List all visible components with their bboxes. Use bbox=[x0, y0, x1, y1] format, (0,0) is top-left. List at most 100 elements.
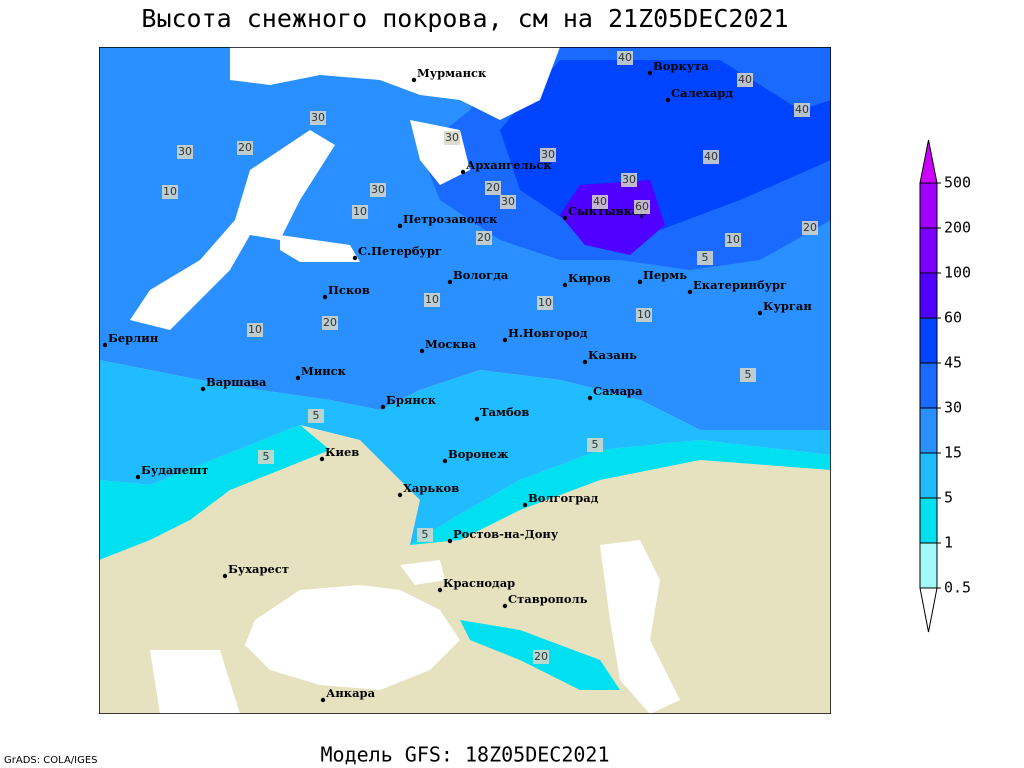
contour-label: 20 bbox=[486, 181, 500, 194]
city-dot bbox=[442, 458, 448, 464]
city-label: Харьков bbox=[403, 481, 459, 495]
city-dot bbox=[322, 294, 328, 300]
city-label: Анкара bbox=[326, 686, 376, 700]
colorbar-segment bbox=[919, 587, 938, 633]
contour-label: 5 bbox=[422, 528, 429, 541]
contour-label-bg bbox=[444, 131, 460, 145]
contour-label-bg bbox=[802, 221, 818, 235]
city-label: Ростов-на-Дону bbox=[453, 527, 559, 541]
caspian-sea bbox=[600, 540, 680, 714]
contour-label: 10 bbox=[538, 296, 552, 309]
contour-label-bg bbox=[703, 150, 719, 164]
snow-5-15 bbox=[99, 360, 831, 545]
contour-label: 30 bbox=[541, 148, 555, 161]
azov-sea bbox=[400, 560, 445, 585]
contour-label: 30 bbox=[371, 183, 385, 196]
city-dot bbox=[582, 359, 588, 365]
contour-label: 20 bbox=[534, 650, 548, 663]
city-label: Воркута bbox=[653, 59, 709, 73]
contour-label-bg bbox=[725, 233, 741, 247]
colorbar-label: 100 bbox=[944, 264, 971, 282]
city-dot bbox=[135, 474, 141, 480]
contour-label-bg bbox=[237, 141, 253, 155]
contour-label-bg bbox=[636, 308, 652, 322]
contour-label: 30 bbox=[622, 173, 636, 186]
contour-label-bg bbox=[308, 409, 324, 423]
city-label: Н.Новгород bbox=[508, 326, 588, 340]
contour-label: 30 bbox=[445, 131, 459, 144]
city-dot bbox=[502, 603, 508, 609]
city-label: Курган bbox=[763, 299, 812, 313]
city-label: Будапешт bbox=[141, 463, 209, 477]
contour-label-bg bbox=[540, 148, 556, 162]
contour-label-bg bbox=[697, 251, 713, 265]
colorbar-label: 30 bbox=[944, 399, 962, 417]
contour-label: 10 bbox=[248, 323, 262, 336]
contour-label-bg bbox=[500, 195, 516, 209]
gulf-of-finland bbox=[280, 235, 360, 262]
contour-label: 20 bbox=[323, 316, 337, 329]
city-label: Мурманск bbox=[417, 66, 487, 80]
colorbar-segment bbox=[919, 139, 938, 184]
snow-1-5 bbox=[410, 440, 831, 545]
city-dot bbox=[502, 337, 508, 343]
city-dot bbox=[562, 282, 568, 288]
contour-label-bg bbox=[247, 323, 263, 337]
contour-label-bg bbox=[737, 73, 753, 87]
contour-label-bg bbox=[370, 183, 386, 197]
colorbar-segment bbox=[919, 182, 938, 229]
city-dot bbox=[757, 310, 763, 316]
contour-label: 10 bbox=[163, 185, 177, 198]
contour-label: 40 bbox=[593, 195, 607, 208]
city-label: Брянск bbox=[386, 393, 437, 407]
city-dot bbox=[319, 456, 325, 462]
contour-label: 5 bbox=[313, 409, 320, 422]
snow-60-100 bbox=[560, 180, 665, 255]
city-label: Петрозаводск bbox=[403, 212, 498, 226]
city-label: Киев bbox=[325, 445, 359, 459]
contour-label-bg bbox=[424, 293, 440, 307]
baltic-sea bbox=[130, 130, 335, 330]
contour-label: 40 bbox=[795, 103, 809, 116]
contour-label: 20 bbox=[477, 231, 491, 244]
contour-label-bg bbox=[634, 200, 650, 214]
city-label: Берлин bbox=[108, 331, 159, 345]
contour-label: 40 bbox=[704, 150, 718, 163]
city-dot bbox=[102, 342, 108, 348]
city-dot bbox=[352, 255, 358, 261]
colorbar-label: 5 bbox=[944, 489, 953, 507]
city-dot bbox=[419, 348, 425, 354]
contour-label-bg bbox=[417, 528, 433, 542]
city-dot bbox=[587, 395, 593, 401]
city-label: Воронеж bbox=[448, 447, 509, 461]
contour-label: 40 bbox=[618, 51, 632, 64]
city-label: Салехард bbox=[671, 86, 733, 100]
city-dot bbox=[647, 70, 653, 76]
city-dot bbox=[295, 375, 301, 381]
city-label: Пермь bbox=[643, 268, 687, 282]
city-label: Киров bbox=[568, 271, 611, 285]
city-label: Екатеринбург bbox=[693, 278, 787, 292]
city-label: Минск bbox=[301, 364, 347, 378]
city-label: Ставрополь bbox=[508, 592, 588, 606]
colorbar-segment bbox=[919, 317, 938, 364]
city-dot bbox=[522, 502, 528, 508]
city-dot bbox=[447, 538, 453, 544]
colorbar-segment bbox=[919, 272, 938, 319]
contour-label-bg bbox=[476, 231, 492, 245]
colorbar-segment bbox=[919, 497, 938, 544]
colorbar-segment bbox=[919, 452, 938, 499]
colorbar-segment bbox=[919, 362, 938, 409]
contour-label-bg bbox=[740, 368, 756, 382]
colorbar-label: 60 bbox=[944, 309, 962, 327]
city-dot bbox=[447, 279, 453, 285]
city-dot bbox=[380, 404, 386, 410]
city-label: Самара bbox=[593, 384, 643, 398]
colorbar-segment bbox=[919, 407, 938, 454]
colorbar-label: 15 bbox=[944, 444, 962, 462]
city-dot bbox=[200, 386, 206, 392]
contour-label: 10 bbox=[353, 205, 367, 218]
city-dot bbox=[474, 416, 480, 422]
contour-label: 10 bbox=[637, 308, 651, 321]
